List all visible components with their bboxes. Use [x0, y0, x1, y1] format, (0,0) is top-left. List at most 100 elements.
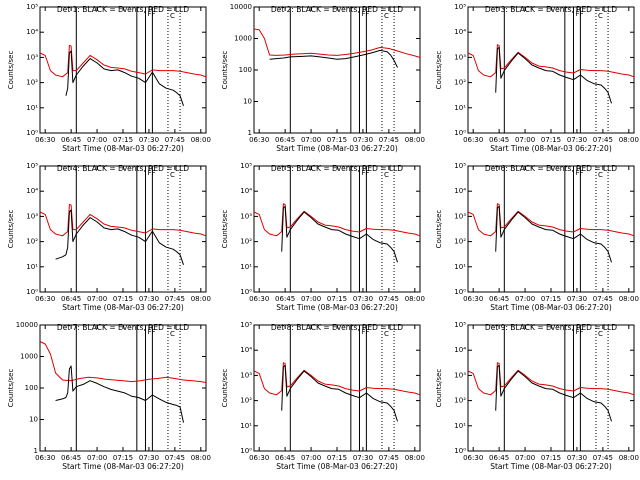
y-tick-label: 10³	[454, 212, 466, 220]
flag-label: F	[365, 10, 369, 18]
x-tick-label: 07:45	[165, 136, 185, 144]
plot-frame	[39, 165, 207, 293]
y-tick-label: 10²	[454, 79, 466, 87]
lld-series-line	[253, 28, 421, 58]
y-axis-label: Counts/sec	[221, 210, 229, 249]
flag-label: C	[598, 330, 603, 338]
x-tick-label: 06:30	[249, 136, 269, 144]
lld-series-line	[39, 44, 207, 78]
flag-label: C	[598, 171, 603, 179]
plot-frame	[467, 6, 635, 134]
x-tick-label: 07:00	[87, 136, 107, 144]
y-tick-label: 10¹	[240, 263, 252, 271]
y-tick-label: 10⁰	[454, 447, 466, 455]
flag-label: C	[170, 12, 175, 20]
x-tick-label: 06:30	[463, 454, 483, 462]
y-tick-label: 10⁵	[26, 3, 38, 11]
x-tick-label: 07:15	[327, 295, 347, 303]
x-tick-label: 07:00	[301, 454, 321, 462]
y-tick-label: 1000	[20, 353, 38, 361]
y-tick-label: 10²	[240, 397, 252, 405]
y-tick-label: 10⁴	[240, 187, 252, 195]
x-tick-label: 07:30	[353, 454, 373, 462]
plot-frame	[467, 324, 635, 452]
y-tick-label: 10⁵	[26, 162, 38, 170]
y-tick-label: 10²	[454, 238, 466, 246]
events-series-line	[55, 209, 184, 265]
events-series-line	[55, 365, 184, 423]
y-axis-label: Counts/sec	[435, 51, 443, 90]
x-tick-label: 06:45	[489, 136, 509, 144]
y-tick-label: 10³	[240, 371, 252, 379]
x-tick-label: 06:30	[35, 454, 55, 462]
x-tick-label: 07:00	[515, 136, 535, 144]
x-tick-label: 07:15	[113, 295, 133, 303]
x-tick-label: 07:30	[353, 295, 373, 303]
x-tick-label: 08:00	[619, 454, 639, 462]
y-axis-label: Counts/sec	[7, 369, 15, 408]
x-tick-label: 07:45	[165, 295, 185, 303]
x-axis-label: Start Time (08-Mar-03 06:27:20)	[490, 462, 612, 471]
x-tick-label: 07:45	[593, 295, 613, 303]
y-tick-label: 10	[29, 416, 38, 424]
y-tick-label: 10000	[230, 3, 252, 11]
flag-label: F	[365, 169, 369, 177]
y-tick-label: 1	[34, 447, 38, 455]
y-tick-label: 10¹	[26, 263, 38, 271]
detector-panel-9: Det 9: BLACK = Events, RED = LLD10⁰10¹10…	[435, 321, 639, 471]
detector-panel-8: Det 8: BLACK = Events, RED = LLD10⁰10¹10…	[221, 321, 425, 471]
x-tick-label: 06:45	[275, 454, 295, 462]
flag-label: C	[170, 171, 175, 179]
x-axis-label: Start Time (08-Mar-03 06:27:20)	[490, 303, 612, 312]
events-series-line	[269, 49, 398, 68]
y-tick-label: 10⁵	[454, 3, 466, 11]
detector-panel-2: Det 2: BLACK = Events, RED = LLD11010010…	[221, 3, 425, 153]
lld-series-line	[467, 362, 635, 396]
flag-label: F	[579, 169, 583, 177]
events-series-line	[495, 364, 612, 422]
detector-panel-3: Det 3: BLACK = Events, RED = LLD10⁰10¹10…	[435, 3, 639, 153]
x-tick-label: 07:30	[139, 454, 159, 462]
y-tick-label: 1	[248, 129, 252, 137]
x-tick-label: 07:15	[113, 136, 133, 144]
x-tick-label: 07:45	[379, 136, 399, 144]
x-tick-label: 06:30	[249, 295, 269, 303]
y-tick-label: 100	[239, 66, 252, 74]
flag-label: F	[575, 10, 579, 18]
x-tick-label: 07:45	[379, 295, 399, 303]
lld-series-line	[467, 203, 635, 237]
x-tick-label: 07:45	[379, 454, 399, 462]
flag-label: F	[575, 328, 579, 336]
y-tick-label: 10³	[454, 53, 466, 61]
y-axis-label: Counts/sec	[221, 369, 229, 408]
y-tick-label: 10⁴	[26, 28, 38, 36]
x-tick-label: 06:45	[275, 136, 295, 144]
flag-label: C	[384, 171, 389, 179]
events-series-line	[281, 205, 398, 263]
y-tick-label: 10³	[240, 212, 252, 220]
y-tick-label: 10⁴	[26, 187, 38, 195]
lld-series-line	[39, 341, 207, 383]
plot-frame	[253, 165, 421, 293]
detector-panel-1: Det 1: BLACK = Events, RED = LLD10⁰10¹10…	[7, 3, 211, 153]
flag-label: F	[579, 328, 583, 336]
x-tick-label: 08:00	[191, 295, 211, 303]
plot-frame	[467, 165, 635, 293]
x-axis-label: Start Time (08-Mar-03 06:27:20)	[62, 462, 184, 471]
x-tick-label: 07:30	[139, 136, 159, 144]
x-tick-label: 07:30	[139, 295, 159, 303]
y-tick-label: 10¹	[240, 422, 252, 430]
x-tick-label: 07:45	[593, 454, 613, 462]
y-tick-label: 10³	[454, 371, 466, 379]
y-tick-label: 10⁰	[240, 447, 252, 455]
y-tick-label: 10¹	[26, 104, 38, 112]
plot-frame	[39, 324, 207, 452]
y-tick-label: 1000	[234, 35, 252, 43]
x-tick-label: 07:15	[327, 454, 347, 462]
y-tick-label: 10¹	[454, 422, 466, 430]
y-tick-label: 10⁰	[454, 129, 466, 137]
detector-panel-4: Det 4: BLACK = Events, RED = LLD10⁰10¹10…	[7, 162, 211, 312]
plot-frame	[253, 6, 421, 134]
x-tick-label: 06:45	[61, 295, 81, 303]
